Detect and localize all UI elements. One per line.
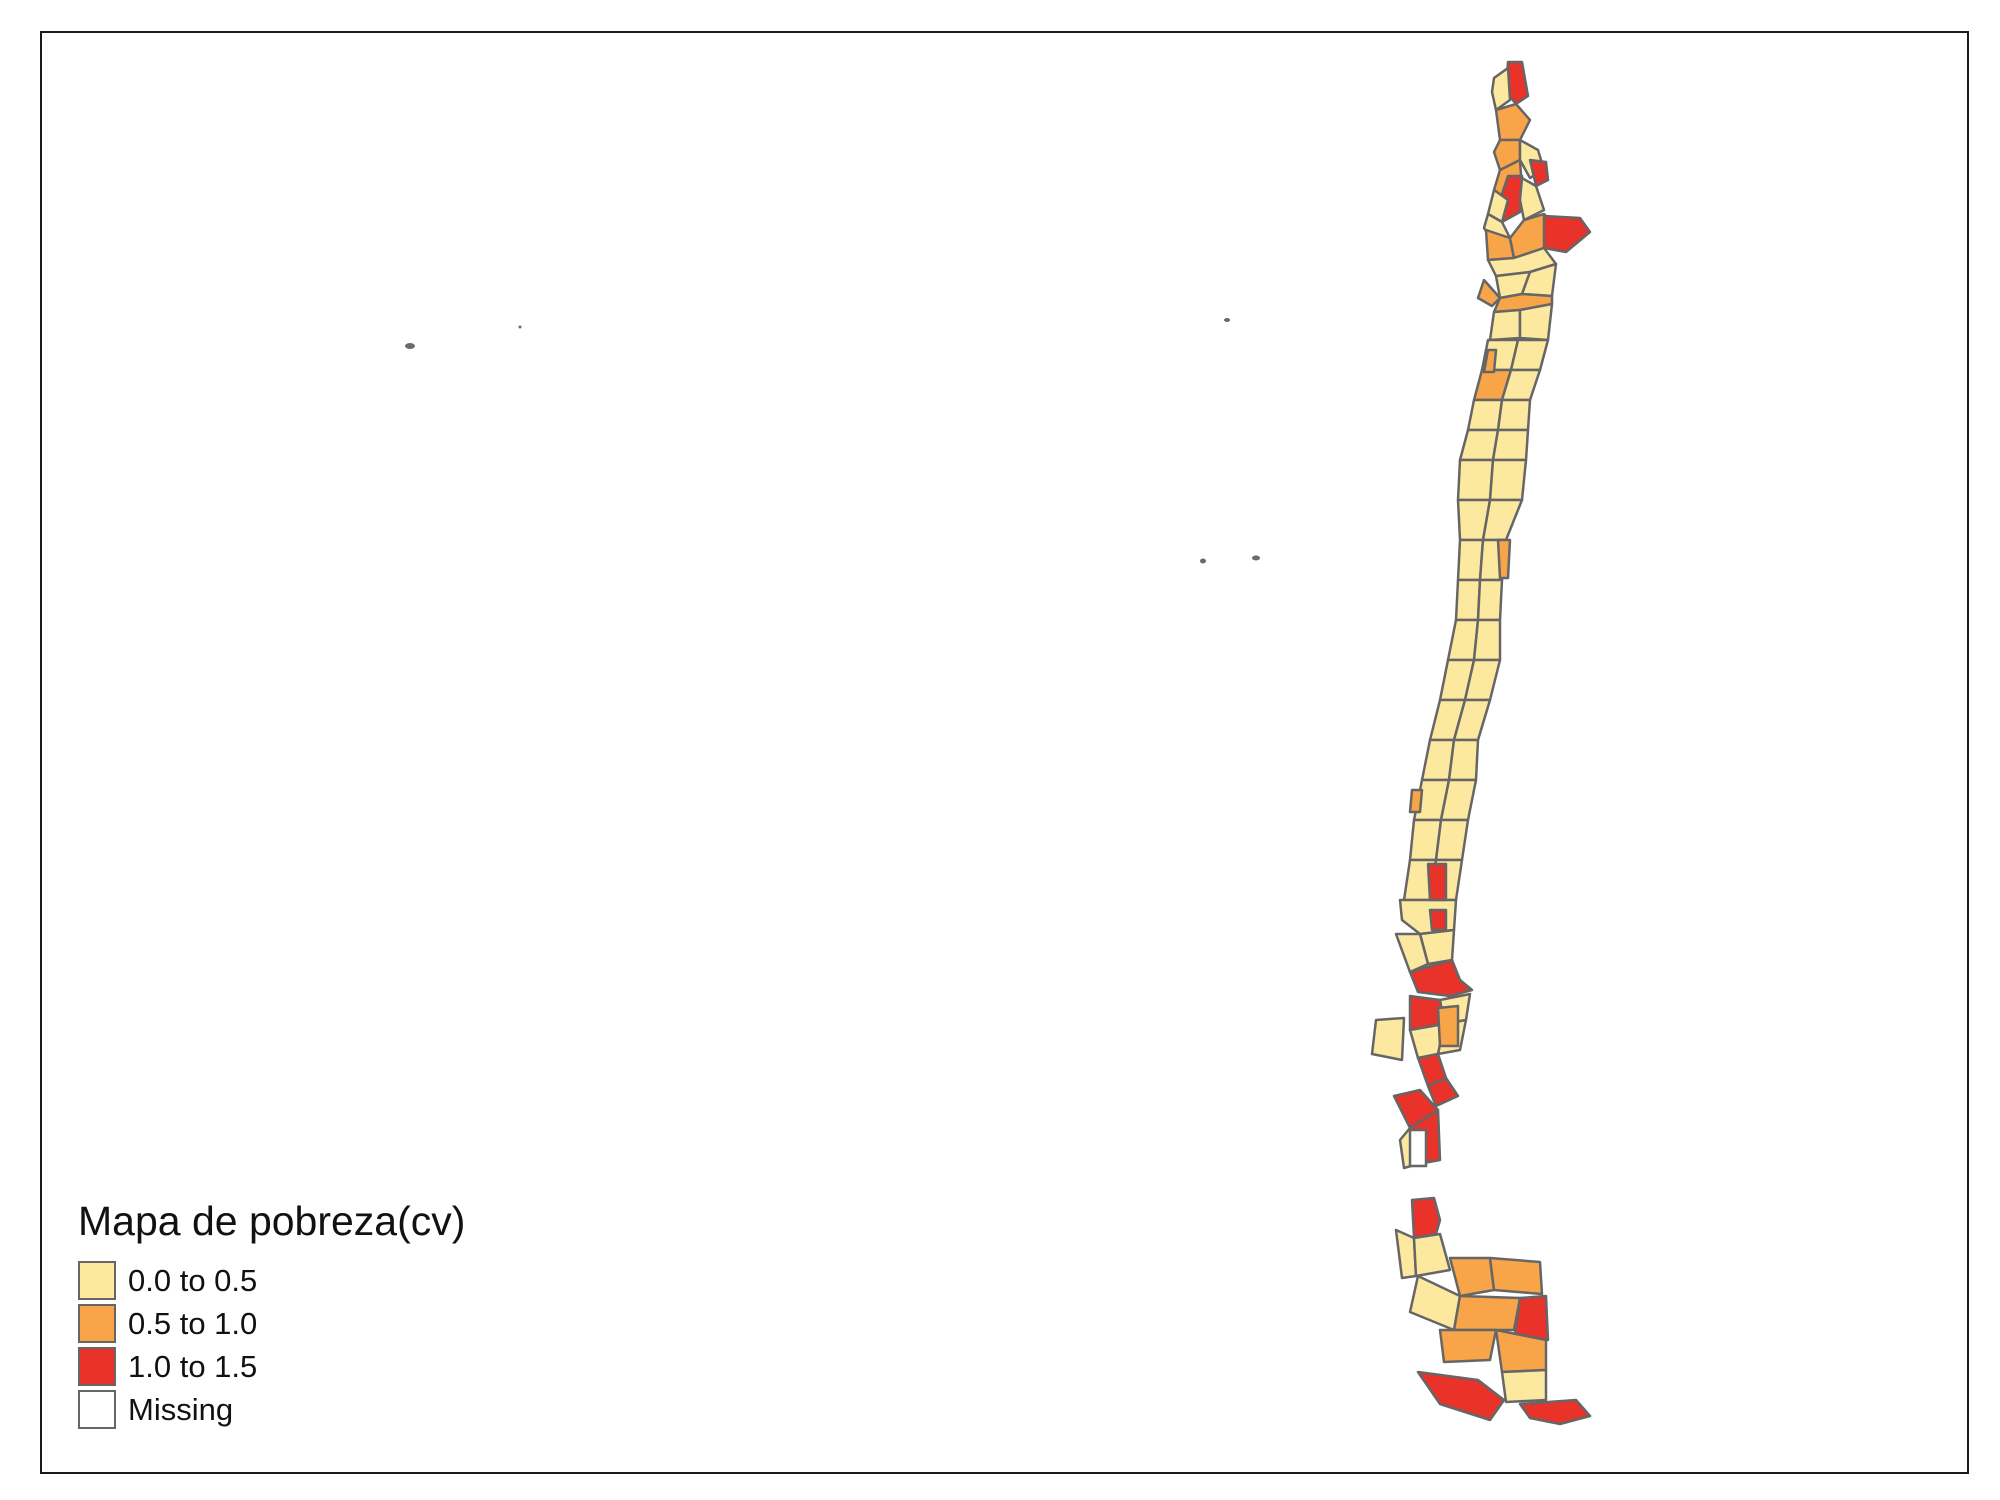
- region-south-19: [1394, 1228, 1418, 1280]
- region-south-18: [1410, 1196, 1442, 1240]
- legend-item-missing: Missing: [78, 1388, 465, 1431]
- island-san-ambrosio: [1224, 318, 1230, 322]
- region-north-7: [1528, 158, 1550, 188]
- region-central-5: [1466, 398, 1504, 432]
- legend-swatch-medium: [78, 1304, 116, 1343]
- region-central-7: [1458, 428, 1500, 462]
- region-magallanes-4: [1452, 1294, 1522, 1332]
- region-south-4: [1428, 908, 1448, 932]
- region-magallanes-1: [1448, 1256, 1496, 1298]
- region-central-16: [1476, 578, 1504, 622]
- legend-label-high: 1.0 to 1.5: [128, 1348, 258, 1384]
- legend-title: Mapa de pobreza(cv): [78, 1198, 466, 1244]
- region-south-missing: [1408, 1128, 1428, 1168]
- island-san-felix: [405, 343, 415, 349]
- legend-swatch-low: [78, 1261, 116, 1300]
- legend-item-high: 1.0 to 1.5: [78, 1345, 465, 1388]
- region-central-24: [1447, 738, 1480, 782]
- region-south-12: [1436, 1004, 1460, 1048]
- map-regions: [1370, 60, 1592, 1426]
- region-central-15: [1454, 578, 1482, 622]
- legend: Mapa de pobreza(cv) 0.0 to 0.5 0.5 to 1.…: [78, 1198, 465, 1431]
- region-north-18: [1476, 278, 1502, 308]
- region-south-20: [1412, 1232, 1452, 1278]
- legend-swatch-missing: [78, 1390, 116, 1429]
- legend-label-medium: 0.5 to 1.0: [128, 1305, 258, 1341]
- island-juan-fernandez-1: [1200, 558, 1206, 564]
- region-central-12: [1481, 498, 1524, 542]
- legend-swatch-high: [78, 1347, 116, 1386]
- region-magallanes-5: [1512, 1294, 1550, 1342]
- region-north-20: [1488, 308, 1522, 342]
- region-south-3: [1426, 862, 1448, 902]
- region-central-18: [1472, 618, 1502, 662]
- region-south-1: [1398, 898, 1458, 936]
- region-north-12: [1484, 228, 1516, 262]
- region-central-10: [1488, 458, 1528, 502]
- region-magallanes-9: [1416, 1370, 1506, 1422]
- region-central-6: [1496, 398, 1532, 432]
- region-central-2: [1509, 338, 1550, 372]
- region-magallanes-8: [1500, 1368, 1548, 1404]
- island-small-west: [518, 325, 522, 329]
- legend-label-missing: Missing: [128, 1391, 234, 1427]
- region-north-21: [1518, 302, 1554, 342]
- legend-item-medium: 0.5 to 1.0: [78, 1302, 465, 1345]
- region-south-13: [1370, 1016, 1406, 1062]
- region-north-14: [1542, 214, 1592, 254]
- region-central-28: [1434, 818, 1470, 862]
- legend-item-low: 0.0 to 0.5: [78, 1259, 465, 1302]
- region-central-8: [1491, 428, 1530, 462]
- region-magallanes-6: [1438, 1328, 1498, 1364]
- region-central-coastal-b: [1408, 788, 1424, 814]
- region-south-6: [1408, 958, 1474, 998]
- region-central-andes-a: [1496, 538, 1512, 580]
- region-north-10: [1518, 176, 1546, 222]
- map-frame: [40, 31, 1969, 1474]
- region-central-coastal-a: [1482, 348, 1498, 374]
- region-magallanes-3: [1408, 1274, 1462, 1332]
- island-juan-fernandez-2: [1252, 555, 1260, 561]
- region-north-3: [1494, 102, 1532, 142]
- region-central-9: [1456, 458, 1495, 502]
- legend-label-low: 0.0 to 0.5: [128, 1262, 258, 1298]
- region-south-5: [1394, 932, 1430, 974]
- region-magallanes-2: [1488, 1256, 1544, 1296]
- region-south-14: [1426, 1076, 1460, 1108]
- offshore-islands: [405, 318, 1260, 564]
- region-north-2: [1490, 66, 1512, 112]
- region-magallanes-10: [1518, 1398, 1592, 1426]
